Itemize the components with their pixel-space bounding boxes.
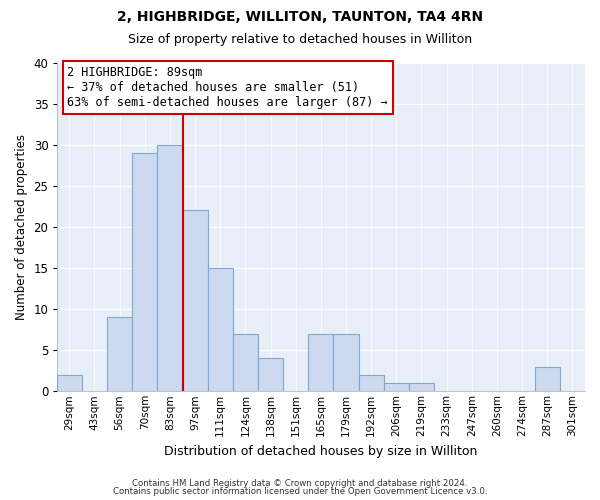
Y-axis label: Number of detached properties: Number of detached properties xyxy=(15,134,28,320)
Text: 2 HIGHBRIDGE: 89sqm
← 37% of detached houses are smaller (51)
63% of semi-detach: 2 HIGHBRIDGE: 89sqm ← 37% of detached ho… xyxy=(67,66,388,109)
Bar xyxy=(384,383,409,392)
Bar xyxy=(107,318,132,392)
Bar xyxy=(359,375,384,392)
Text: 2, HIGHBRIDGE, WILLITON, TAUNTON, TA4 4RN: 2, HIGHBRIDGE, WILLITON, TAUNTON, TA4 4R… xyxy=(117,10,483,24)
Bar xyxy=(233,334,258,392)
Text: Contains public sector information licensed under the Open Government Licence v3: Contains public sector information licen… xyxy=(113,487,487,496)
Bar xyxy=(409,383,434,392)
Bar xyxy=(535,366,560,392)
X-axis label: Distribution of detached houses by size in Williton: Distribution of detached houses by size … xyxy=(164,444,478,458)
Bar xyxy=(308,334,334,392)
Bar xyxy=(208,268,233,392)
Bar xyxy=(157,144,182,392)
Bar xyxy=(132,153,157,392)
Bar xyxy=(57,375,82,392)
Text: Contains HM Land Registry data © Crown copyright and database right 2024.: Contains HM Land Registry data © Crown c… xyxy=(132,478,468,488)
Bar xyxy=(258,358,283,392)
Bar xyxy=(182,210,208,392)
Bar xyxy=(334,334,359,392)
Text: Size of property relative to detached houses in Williton: Size of property relative to detached ho… xyxy=(128,32,472,46)
